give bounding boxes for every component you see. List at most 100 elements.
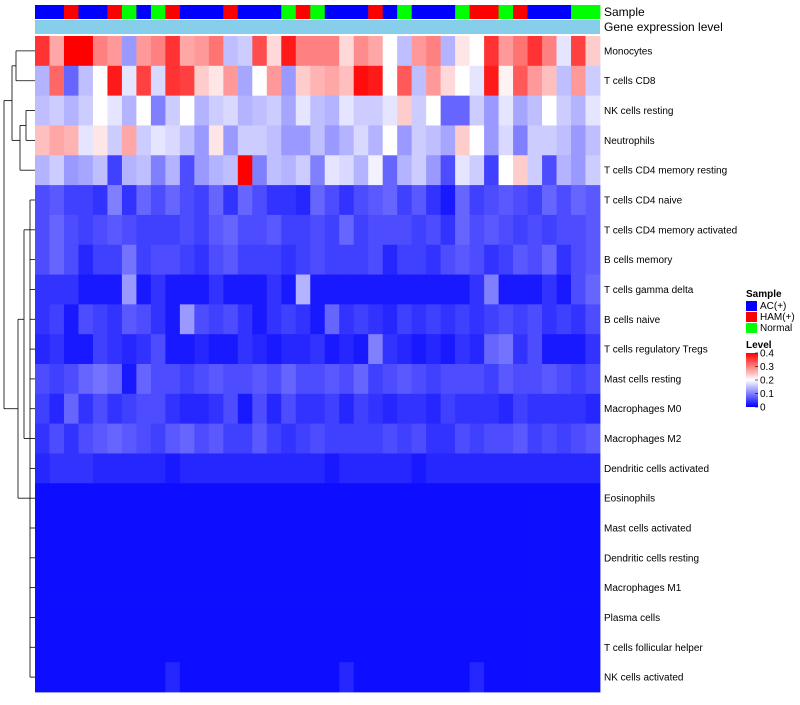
heatmap-cell [383, 543, 398, 573]
heatmap-cell [49, 662, 64, 692]
heatmap-cell [513, 155, 528, 185]
heatmap-cell [484, 543, 499, 573]
heatmap-cell [151, 543, 166, 573]
heatmap-cell [455, 215, 470, 245]
heatmap-cell [64, 394, 79, 424]
heatmap-cell [281, 215, 296, 245]
heatmap-cell [136, 573, 151, 603]
heatmap-cell [35, 215, 50, 245]
heatmap-cell [267, 96, 282, 126]
heatmap-cell [296, 364, 311, 394]
heatmap-cell [557, 275, 572, 305]
sample-annotation-cell [122, 5, 137, 19]
heatmap-cell [484, 424, 499, 454]
sample-annotation-cell [484, 5, 499, 19]
row-label: NK cells activated [604, 673, 683, 684]
heatmap-cell [412, 155, 427, 185]
heatmap-cell [383, 304, 398, 334]
heatmap-cell [412, 424, 427, 454]
heatmap-cell [209, 483, 224, 513]
heatmap-cell [122, 66, 137, 96]
heatmap-cell [513, 632, 528, 662]
heatmap-cell [238, 543, 253, 573]
heatmap-cell [209, 215, 224, 245]
heatmap-cell [180, 513, 195, 543]
heatmap-cell [107, 603, 122, 633]
heatmap-cell [194, 215, 209, 245]
heatmap-cell [325, 275, 340, 305]
heatmap-cell [122, 513, 137, 543]
heatmap-cell [122, 36, 137, 66]
heatmap-cell [484, 394, 499, 424]
heatmap-cell [78, 334, 93, 364]
heatmap-cell [209, 185, 224, 215]
heatmap-cell [397, 543, 412, 573]
heatmap-cell [325, 453, 340, 483]
heatmap-cell [194, 662, 209, 692]
row-label: Neutrophils [604, 136, 655, 147]
heatmap-cell [426, 334, 441, 364]
heatmap-cell [571, 96, 586, 126]
heatmap-cell [223, 245, 238, 275]
heatmap-cell [571, 513, 586, 543]
heatmap-cell [354, 334, 369, 364]
heatmap-cell [223, 483, 238, 513]
heatmap-cell [441, 394, 456, 424]
heatmap-cell [209, 394, 224, 424]
heatmap-cell [354, 155, 369, 185]
heatmap-cell [426, 364, 441, 394]
heatmap-cell [35, 96, 50, 126]
heatmap-cell [252, 125, 267, 155]
sample-legend-swatch [746, 301, 757, 311]
row-label: Dendritic cells resting [604, 553, 699, 564]
heatmap-cell [499, 125, 514, 155]
heatmap-cell [107, 632, 122, 662]
heatmap-cell [194, 632, 209, 662]
heatmap-cell [528, 66, 543, 96]
heatmap-cell [296, 304, 311, 334]
heatmap-cell [64, 513, 79, 543]
heatmap-cell [165, 245, 180, 275]
heatmap-cell [107, 573, 122, 603]
heatmap-cell [107, 483, 122, 513]
heatmap-cell [368, 334, 383, 364]
level-tick-label: 0.2 [760, 376, 774, 387]
row-label: Plasma cells [604, 613, 660, 624]
heatmap-cell [180, 543, 195, 573]
heatmap-cell [499, 513, 514, 543]
row-label: T cells CD4 naive [604, 196, 683, 207]
heatmap-cell [354, 66, 369, 96]
sample-annotation-cell [35, 5, 50, 19]
heatmap-cell [238, 573, 253, 603]
heatmap-cell [194, 364, 209, 394]
heatmap-cell [78, 125, 93, 155]
heatmap-cell [64, 632, 79, 662]
heatmap-cell [151, 155, 166, 185]
heatmap-cell [470, 424, 485, 454]
heatmap-cell [209, 275, 224, 305]
heatmap-cell [557, 453, 572, 483]
heatmap-cell [238, 66, 253, 96]
heatmap-cell [542, 334, 557, 364]
heatmap-cell [93, 185, 108, 215]
heatmap-cell [339, 245, 354, 275]
heatmap-cell [586, 185, 601, 215]
heatmap-cell [571, 66, 586, 96]
heatmap-cell [136, 483, 151, 513]
heatmap-cell [78, 632, 93, 662]
heatmap-cell [209, 334, 224, 364]
heatmap-cell [368, 543, 383, 573]
heatmap-cell [383, 662, 398, 692]
sample-annotation-cell [470, 5, 485, 19]
heatmap-cell [35, 483, 50, 513]
heatmap-cell [586, 603, 601, 633]
heatmap-cell [252, 66, 267, 96]
heatmap-cell [586, 662, 601, 692]
heatmap-cell [78, 155, 93, 185]
heatmap-cell [368, 125, 383, 155]
heatmap-cell [484, 155, 499, 185]
heatmap-cell [136, 96, 151, 126]
heatmap-cell [325, 155, 340, 185]
heatmap-cell [484, 36, 499, 66]
heatmap-cell [209, 66, 224, 96]
